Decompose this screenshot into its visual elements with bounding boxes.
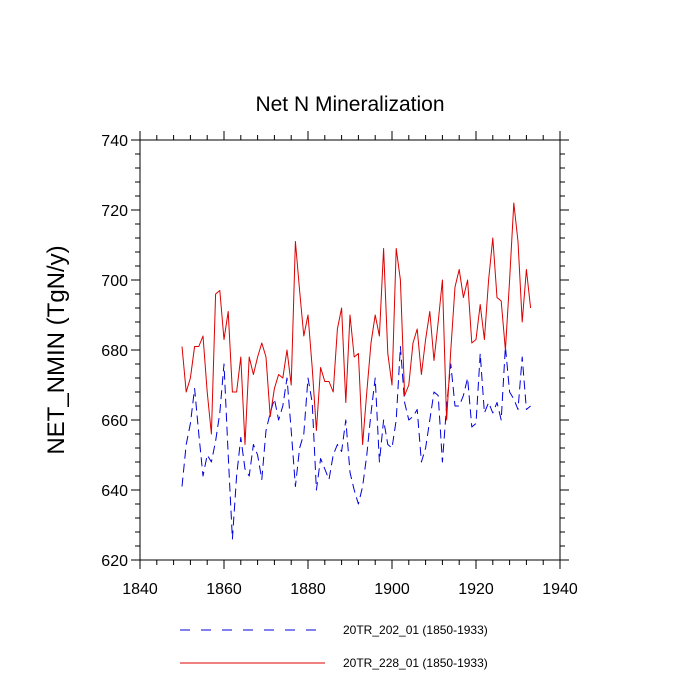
legend: 20TR_202_01 (1850-1933) 20TR_228_01 (1850… (180, 623, 488, 670)
x-tick-label: 1840 (122, 581, 158, 598)
legend-label-2: 20TR_228_01 (1850-1933) (343, 656, 488, 670)
y-tick-label: 740 (101, 133, 128, 150)
plot-frame (139, 139, 561, 561)
x-tick-label: 1920 (458, 581, 494, 598)
y-tick-label: 700 (101, 273, 128, 290)
y-tick-label: 640 (101, 483, 128, 500)
legend-label-1: 20TR_202_01 (1850-1933) (343, 623, 488, 637)
axis-layer: 1840 1860 1880 1900 1920 1940 620 640 660 680 700 7… (101, 131, 578, 598)
y-tick-label: 720 (101, 203, 128, 220)
x-tick-label: 1880 (290, 581, 326, 598)
series-line-2 (181, 202, 532, 445)
chart-title: Net N Mineralization (255, 93, 444, 116)
y-tick-label: 620 (101, 553, 128, 570)
series-line-1 (181, 346, 531, 540)
plot-area: 1840 1860 1880 1900 1920 1940 620 640 660 680 700 7… (101, 131, 578, 598)
series-layer (181, 202, 532, 540)
x-tick-label: 1940 (542, 581, 578, 598)
y-axis-label: NET_NMIN (TgN/y) (43, 245, 70, 454)
y-tick-label: 660 (101, 413, 128, 430)
x-tick-label: 1860 (206, 581, 242, 598)
y-tick-label: 680 (101, 343, 128, 360)
x-tick-label: 1900 (374, 581, 410, 598)
